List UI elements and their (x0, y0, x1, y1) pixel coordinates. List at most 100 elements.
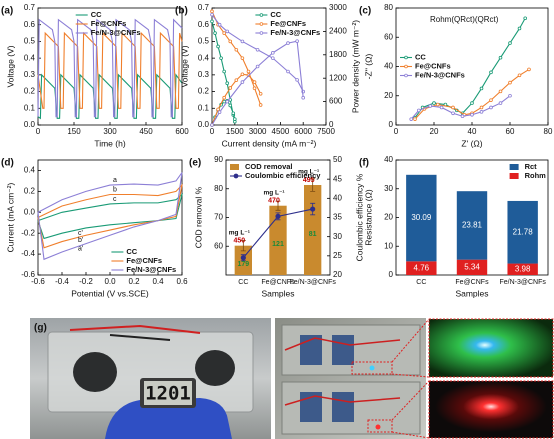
legend-marker (233, 173, 239, 179)
legend-label: Fe/N-3@CNFs (270, 28, 320, 37)
bar (456, 259, 488, 275)
legend-swatch (509, 173, 519, 179)
error-bar (275, 200, 281, 211)
x-tick-label: 150 (67, 127, 81, 136)
point (416, 108, 421, 113)
y-axis-label: -Z'' (Ω) (363, 54, 373, 80)
influent-label: 450 (233, 238, 245, 245)
point (210, 9, 214, 14)
point (252, 80, 257, 84)
x-tick-label: Fe@CNFs (261, 279, 295, 286)
y2-tick-label: 50 (333, 155, 342, 164)
y2-tick-label: 30 (333, 232, 342, 241)
point (234, 78, 239, 82)
legend-label: Rohm (525, 171, 547, 180)
x-tick-label: -0.2 (79, 277, 93, 286)
unit-label: mg L⁻¹ (263, 189, 284, 196)
point (225, 81, 230, 86)
y-tick-label: 80 (214, 184, 223, 193)
point (295, 39, 299, 43)
y-tick-label: -0.4 (21, 249, 35, 258)
data-label: 5.34 (464, 262, 480, 271)
series-line (414, 68, 530, 120)
point (460, 114, 465, 119)
electrode (195, 350, 235, 386)
x-tick-label: -0.6 (31, 277, 45, 286)
y-axis-label: Voltage (V) (5, 45, 15, 87)
series-line (37, 31, 183, 109)
photo-red-led (428, 380, 554, 439)
point (439, 105, 444, 110)
panel-label: (b) (175, 6, 188, 17)
y-tick-label: 0.7 (198, 3, 210, 12)
bar (406, 261, 437, 275)
legend-label: Fe/N-3@CNFs (126, 265, 176, 274)
panel-label: (f) (359, 158, 369, 169)
legend-marker (404, 55, 408, 60)
point (217, 22, 222, 27)
point (228, 86, 233, 90)
y-tick-label: -0.6 (21, 270, 35, 279)
callout-line (391, 318, 430, 363)
legend-label: COD removal (245, 162, 293, 171)
point (286, 69, 290, 74)
y2-tick-label: 2400 (329, 27, 347, 36)
data-label: 3.98 (515, 264, 531, 273)
point (479, 105, 484, 110)
point (255, 64, 260, 69)
point (470, 101, 474, 105)
x-tick-label: 450 (139, 127, 153, 136)
point (409, 117, 414, 121)
y-tick-label: 0.1 (198, 103, 210, 112)
meter-screen (144, 381, 192, 405)
y-tick-label: 90 (214, 155, 223, 164)
series-line (37, 18, 183, 118)
x-tick-label: 600 (175, 127, 189, 136)
point (508, 41, 512, 45)
y-tick-label: 40 (384, 155, 393, 164)
point (216, 44, 220, 49)
unit-label: mg L⁻¹ (229, 229, 250, 236)
point (270, 51, 275, 55)
glove (105, 398, 232, 439)
wire (284, 337, 401, 351)
error-bar (240, 254, 246, 262)
data-label: 4.76 (414, 263, 430, 272)
point (255, 47, 260, 52)
legend-marker (404, 73, 408, 78)
y2-tick-label: 1800 (329, 50, 347, 59)
curve-label: a (113, 177, 117, 184)
point (222, 95, 226, 100)
point (489, 98, 493, 102)
point (523, 16, 527, 21)
x-axis-label: Samples (455, 288, 488, 298)
legend-swatch (230, 164, 239, 170)
y-tick-label: 0.4 (24, 53, 36, 62)
legend-label: Rct (525, 162, 538, 171)
legend-label: Fe@CNFs (91, 19, 127, 28)
bar (304, 185, 322, 275)
point (240, 39, 245, 44)
x-tick-label: 3000 (249, 127, 267, 136)
error-bar (240, 240, 246, 252)
influent-label: 495 (303, 177, 315, 184)
y2-tick-label: 20 (333, 270, 342, 279)
y-axis-label: COD removal % (193, 186, 203, 248)
x-tick-label: 0 (210, 127, 215, 136)
x-tick-label: -0.4 (55, 277, 69, 286)
error-bar (275, 212, 281, 221)
y2-axis-label: Coulombic efficiency % (354, 173, 364, 261)
y-tick-label: 0.0 (24, 120, 36, 129)
point (508, 93, 512, 98)
bar (507, 263, 538, 275)
point (213, 31, 217, 35)
point (234, 47, 239, 52)
y-tick-label: 0.3 (198, 70, 210, 79)
y-tick-label: 0.2 (24, 186, 36, 195)
y-tick-label: 10 (384, 241, 393, 250)
wire (69, 324, 201, 334)
photo-panel: 1201 (g) (30, 318, 554, 439)
wire (109, 334, 171, 341)
y2-tick-label: 35 (333, 213, 342, 222)
data-label: 30.09 (411, 213, 432, 222)
